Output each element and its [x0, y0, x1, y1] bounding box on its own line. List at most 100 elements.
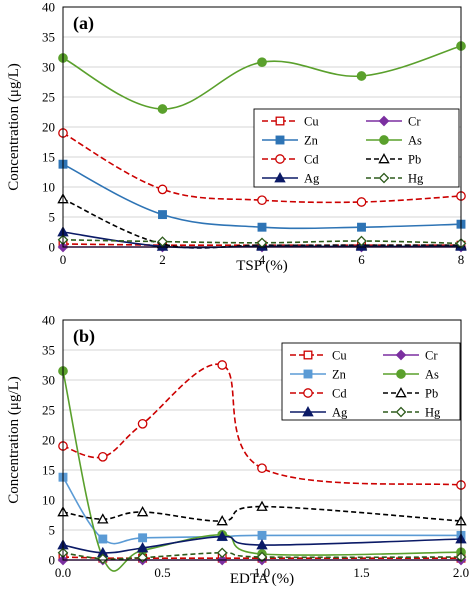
legend-label: Cu: [304, 115, 319, 129]
x-tick-label: 6: [358, 252, 365, 267]
legend-label: Cd: [332, 387, 347, 401]
y-tick-label: 35: [42, 343, 55, 358]
data-point-pb: [97, 513, 109, 524]
x-tick-label: 4: [259, 252, 266, 267]
legend-item-as: As: [366, 134, 422, 148]
x-axis-title: EDTA (%): [230, 571, 294, 587]
series-line-cu: [62, 556, 461, 559]
legend-marker: [396, 369, 406, 379]
legend-label: Ag: [304, 172, 320, 186]
legend-label: Ag: [332, 406, 348, 420]
x-tick-label: 0: [60, 252, 67, 267]
legend-item-hg: Hg: [383, 406, 441, 420]
series-line-cd: [62, 132, 462, 204]
legend-label: Hg: [408, 172, 424, 186]
plot-frame: [62, 6, 462, 248]
legend-item-cd: Cd: [262, 153, 319, 167]
legend-item-cr: Cr: [383, 349, 438, 363]
legend-item-cu: Cu: [262, 115, 319, 129]
x-tick-label: 1.0: [254, 565, 270, 580]
y-tick-label: 5: [49, 523, 56, 538]
legend-item-hg: Hg: [366, 172, 424, 186]
legend-marker: [275, 135, 285, 145]
series-line-as: [62, 370, 462, 572]
x-tick-label: 2: [159, 252, 166, 267]
legend-marker: [303, 350, 313, 360]
legend-label: As: [408, 134, 422, 148]
legend-label: Hg: [425, 406, 441, 420]
y-tick-label: 20: [42, 433, 55, 448]
data-point-pb: [136, 506, 149, 517]
y-tick-label: 0: [49, 240, 56, 255]
series-line-hg: [62, 239, 462, 245]
plot-frame: [62, 319, 462, 561]
legend-marker: [302, 406, 314, 417]
legend-marker: [395, 387, 407, 398]
data-point-pb: [256, 500, 268, 511]
data-point-zn: [158, 210, 167, 220]
series-cd: [58, 360, 466, 490]
data-point-hg: [97, 553, 109, 565]
y-tick-label: 15: [42, 150, 55, 165]
data-point-ag: [216, 530, 228, 541]
legend-marker: [274, 172, 286, 183]
data-point-hg: [256, 551, 268, 563]
legend-item-zn: Zn: [262, 134, 319, 148]
legend-marker: [275, 154, 285, 164]
data-point-cd: [97, 451, 108, 462]
legend-item-as: As: [383, 368, 439, 382]
panel-label: (b): [73, 326, 95, 347]
legend-box: [253, 108, 460, 188]
legend: Cu Cr Zn As Cd Pb Ag Hg: [253, 108, 460, 188]
data-point-pb: [216, 515, 228, 526]
x-tick-label: 8: [458, 252, 465, 267]
legend: Cu Cr Zn As Cd Pb Ag Hg: [281, 342, 461, 421]
legend-item-cu: Cu: [290, 349, 347, 363]
series-pb: [57, 500, 467, 526]
legend-marker: [275, 116, 285, 126]
data-point-as: [157, 104, 168, 114]
data-point-zn: [257, 530, 267, 540]
panel-label: (a): [73, 13, 94, 34]
data-point-cd: [137, 418, 148, 429]
legend-item-ag: Ag: [262, 172, 320, 186]
data-point-cd: [356, 197, 367, 207]
legend-marker: [378, 153, 390, 164]
legend-item-cd: Cd: [290, 387, 347, 401]
legend-item-ag: Ag: [290, 406, 348, 420]
legend-item-pb: Pb: [366, 153, 421, 167]
data-point-as: [356, 71, 367, 81]
legend-item-cr: Cr: [366, 115, 421, 129]
legend-label: Zn: [332, 368, 347, 382]
x-tick-label: 0.5: [154, 565, 170, 580]
chart-panel-1: 0 5 10 15 20 25 30 35 40 0 2 4 6 8 TSP (%) Concentratio…: [6, 0, 467, 274]
legend-label: As: [425, 368, 439, 382]
data-point-hg: [216, 547, 228, 559]
data-point-as: [257, 57, 267, 68]
legend-label: Pb: [425, 387, 438, 401]
y-tick-label: 10: [42, 180, 55, 195]
y-axis-title: Concentration (μg/L): [6, 376, 22, 504]
legend-marker: [379, 135, 389, 145]
y-tick-label: 35: [42, 30, 55, 45]
data-point-hg: [356, 235, 367, 247]
data-point-hg: [157, 236, 168, 247]
y-tick-label: 0: [49, 553, 56, 568]
data-point-zn: [138, 533, 148, 543]
y-tick-label: 30: [42, 60, 55, 75]
legend-label: Cr: [408, 115, 421, 129]
legend-label: Pb: [408, 153, 421, 167]
legend-marker: [303, 369, 313, 379]
y-tick-label: 25: [42, 90, 55, 105]
series-ag: [57, 530, 467, 558]
legend-label: Cr: [425, 349, 438, 363]
legend-marker: [395, 349, 407, 361]
y-tick-label: 40: [42, 0, 55, 15]
series-line-cd: [62, 363, 462, 486]
y-tick-label: 25: [42, 403, 55, 418]
y-tick-label: 20: [42, 120, 55, 135]
legend-item-pb: Pb: [383, 387, 438, 401]
series-hg: [57, 547, 467, 565]
y-tick-label: 10: [42, 493, 55, 508]
legend-marker: [378, 172, 390, 184]
